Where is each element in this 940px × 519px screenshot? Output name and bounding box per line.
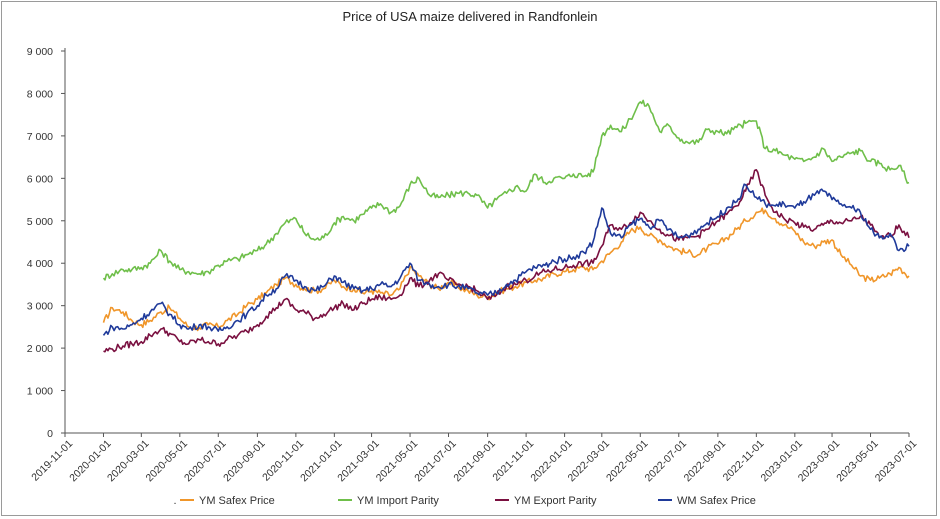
legend-label: WM Safex Price xyxy=(677,495,756,507)
legend-marker: . xyxy=(173,495,176,507)
legend-label: YM Import Parity xyxy=(357,495,439,507)
y-tick-label: 2 000 xyxy=(27,343,53,355)
y-tick-label: 7 000 xyxy=(27,131,53,143)
series-line xyxy=(102,183,910,336)
y-tick-label: 5 000 xyxy=(27,216,53,228)
y-tick-label: 0 xyxy=(47,428,53,440)
series-line xyxy=(102,99,910,281)
chart-title: Price of USA maize delivered in Randfonl… xyxy=(342,9,597,24)
x-axis: 2019-11-012020-01-012020-03-012020-05-01… xyxy=(29,432,920,485)
y-axis: 0 1 000 2 000 3 000 4 000 5 000 6 000 7 000 8 00… xyxy=(27,46,66,440)
legend: . YM Safex Price YM Import Parity YM Export… xyxy=(173,495,755,507)
y-tick-label: 9 000 xyxy=(27,46,53,58)
series-line xyxy=(103,169,910,353)
series-lines xyxy=(102,99,910,353)
y-tick-label: 3 000 xyxy=(27,301,53,313)
x-tick-label: 2020-09-01 xyxy=(221,438,268,485)
y-tick-label: 6 000 xyxy=(27,173,53,185)
legend-label: YM Export Parity xyxy=(514,495,597,507)
x-tick-label: 2021-09-01 xyxy=(451,438,498,485)
x-tick-label: 2023-07-01 xyxy=(873,438,920,485)
y-tick-label: 4 000 xyxy=(27,258,53,270)
y-tick-label: 8 000 xyxy=(27,88,53,100)
series-line xyxy=(102,207,910,332)
y-tick-label: 1 000 xyxy=(27,386,53,398)
x-tick-label: 2022-09-01 xyxy=(682,438,729,485)
legend-label: YM Safex Price xyxy=(199,495,275,507)
